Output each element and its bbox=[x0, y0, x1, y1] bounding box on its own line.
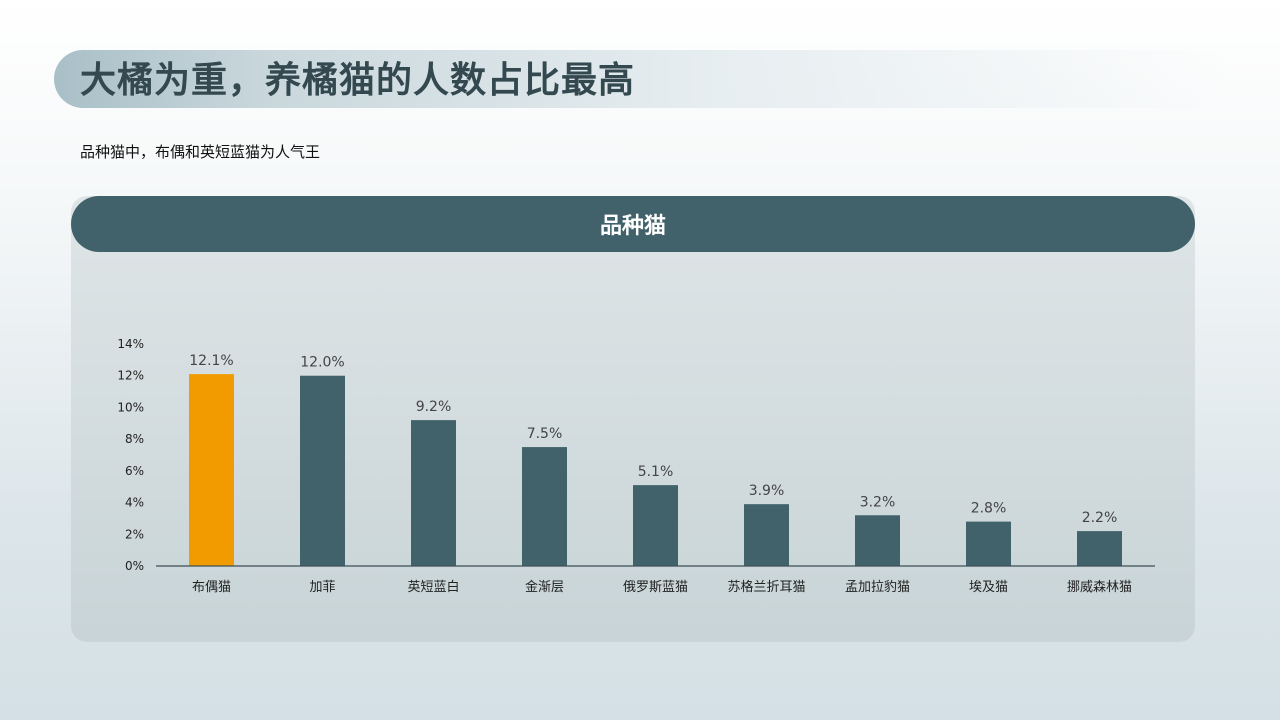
x-category-label: 孟加拉豹猫 bbox=[845, 580, 910, 595]
y-tick-label: 12% bbox=[117, 369, 144, 383]
x-category-label: 布偶猫 bbox=[192, 580, 231, 595]
bar bbox=[966, 521, 1011, 566]
data-label: 9.2% bbox=[416, 399, 452, 415]
y-tick-label: 0% bbox=[125, 559, 144, 573]
page-subtitle: 品种猫中，布偶和英短蓝猫为人气王 bbox=[80, 143, 321, 161]
x-category-label: 苏格兰折耳猫 bbox=[727, 579, 805, 595]
data-label: 3.9% bbox=[749, 483, 785, 499]
y-tick-label: 14% bbox=[117, 337, 144, 351]
chart-panel bbox=[71, 196, 1195, 642]
bar bbox=[411, 420, 456, 566]
data-label: 2.8% bbox=[971, 501, 1007, 517]
x-category-label: 英短蓝白 bbox=[407, 579, 459, 595]
bar bbox=[300, 375, 345, 566]
data-label: 12.0% bbox=[300, 355, 344, 371]
page-title: 大橘为重，养橘猫的人数占比最高 bbox=[80, 60, 636, 101]
data-label: 5.1% bbox=[638, 464, 674, 480]
bar bbox=[744, 504, 789, 566]
bar bbox=[633, 485, 678, 566]
chart-panel-title: 品种猫 bbox=[599, 214, 666, 239]
bar bbox=[522, 447, 567, 566]
y-tick-label: 6% bbox=[125, 464, 144, 478]
x-category-label: 加菲 bbox=[309, 580, 335, 595]
bar bbox=[1077, 531, 1122, 566]
bar bbox=[189, 374, 234, 566]
y-tick-label: 10% bbox=[117, 400, 144, 414]
data-label: 3.2% bbox=[860, 494, 896, 510]
data-label: 2.2% bbox=[1082, 510, 1118, 526]
bar bbox=[855, 515, 900, 566]
y-tick-label: 4% bbox=[125, 496, 144, 510]
x-category-label: 俄罗斯蓝猫 bbox=[623, 580, 688, 595]
x-category-label: 挪威森林猫 bbox=[1067, 580, 1132, 595]
title-band bbox=[54, 50, 1230, 108]
x-category-label: 埃及猫 bbox=[969, 580, 1008, 595]
data-label: 7.5% bbox=[527, 426, 563, 442]
x-category-label: 金渐层 bbox=[525, 579, 564, 595]
y-tick-label: 8% bbox=[125, 432, 144, 446]
data-label: 12.1% bbox=[189, 353, 233, 369]
chart-panel-header: 品种猫 bbox=[71, 196, 1195, 252]
y-tick-label: 2% bbox=[125, 527, 144, 541]
